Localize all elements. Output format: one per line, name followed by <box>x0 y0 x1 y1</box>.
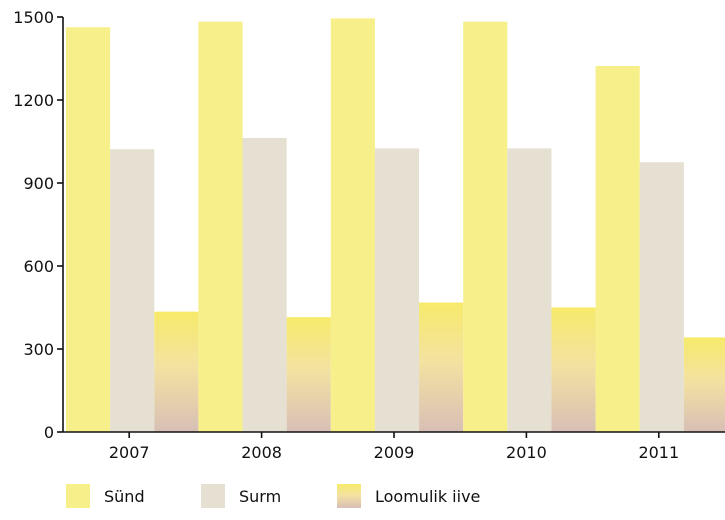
legend-swatch <box>201 484 225 508</box>
bar-synd-2010 <box>463 21 508 432</box>
bars <box>66 18 725 433</box>
bar-loomulik-iive-2007 <box>154 311 199 432</box>
x-tick-label: 2008 <box>241 443 282 462</box>
bar-surm-2009 <box>374 148 420 432</box>
bar-surm-2010 <box>507 148 552 432</box>
legend-label: Loomulik iive <box>375 487 480 506</box>
legend-swatch <box>337 484 361 508</box>
bar-synd-2008 <box>198 21 243 432</box>
legend-label: Surm <box>239 487 281 506</box>
x-tick-label: 2009 <box>374 443 415 462</box>
bar-loomulik-iive-2011 <box>683 337 725 432</box>
y-tick-label: 1500 <box>13 8 54 27</box>
x-tick-label: 2007 <box>109 443 150 462</box>
legend-swatch <box>66 484 90 508</box>
y-axis-ticks: 0 300 600 900 1200 1500 <box>13 8 63 442</box>
legend-label: Sünd <box>104 487 145 506</box>
y-tick-label: 600 <box>23 257 54 276</box>
bar-loomulik-iive-2009 <box>419 302 464 432</box>
bar-synd-2009 <box>330 18 375 433</box>
bar-synd-2007 <box>66 27 111 433</box>
y-tick-label: 0 <box>44 423 54 442</box>
bar-loomulik-iive-2008 <box>286 317 331 432</box>
y-tick-label: 900 <box>23 174 54 193</box>
bar-surm-2008 <box>242 137 287 433</box>
bar-surm-2011 <box>639 162 684 432</box>
x-tick-label: 2010 <box>506 443 547 462</box>
y-tick-label: 300 <box>23 340 54 359</box>
bar-surm-2007 <box>110 149 155 432</box>
x-tick-label: 2011 <box>638 443 679 462</box>
bar-loomulik-iive-2010 <box>551 307 596 432</box>
bar-synd-2011 <box>595 65 640 432</box>
legend: Sünd Surm Loomulik iive <box>66 484 480 508</box>
x-axis-ticks: 2007 2008 2009 2010 2011 <box>109 432 679 462</box>
y-tick-label: 1200 <box>13 91 54 110</box>
